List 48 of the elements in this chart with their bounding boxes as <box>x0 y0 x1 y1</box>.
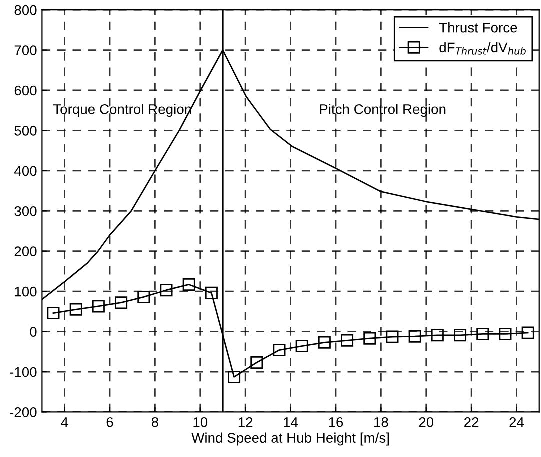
point <box>160 284 173 297</box>
point <box>182 278 196 291</box>
x-tick-label: 8 <box>152 417 158 428</box>
point <box>47 307 60 320</box>
point <box>205 286 218 300</box>
point <box>318 336 331 349</box>
x-tick-label: 6 <box>106 417 114 428</box>
legend-label: Thrust Force <box>439 22 518 33</box>
point <box>273 344 286 357</box>
x-tick-label: 10 <box>194 417 208 428</box>
point <box>364 332 376 345</box>
y-tick-label: 300 <box>14 206 37 216</box>
point <box>408 330 422 343</box>
y-tick-label: 200 <box>14 246 37 257</box>
point <box>431 329 444 342</box>
legend-label: dF$_{Thrust}$/dV$_{hub}$ <box>440 42 526 55</box>
point <box>522 326 534 340</box>
x-tick-label: 16 <box>329 417 344 428</box>
point <box>296 340 308 353</box>
y-tick-label: 500 <box>14 126 37 136</box>
x-tick-label: 22 <box>464 417 479 428</box>
point <box>386 330 399 344</box>
x-tick-label: 18 <box>374 417 388 428</box>
point <box>250 356 264 369</box>
x-tick-label: 4 <box>61 418 68 428</box>
y-tick-label: -200 <box>10 408 37 418</box>
x-tick-label: 14 <box>284 418 298 428</box>
y-tick-label: 600 <box>14 86 37 96</box>
annotation: Pitch Control Region <box>320 104 446 118</box>
point <box>341 334 354 347</box>
y-tick-label: 0 <box>30 327 37 337</box>
y-tick-label: 400 <box>14 166 37 176</box>
point <box>92 300 105 313</box>
y-tick-label: 100 <box>15 286 37 297</box>
point <box>228 370 241 384</box>
x-tick-label: 12 <box>238 417 253 428</box>
point <box>70 303 82 316</box>
x-axis-title: Wind Speed at Hub Height [m/s] <box>192 432 389 446</box>
x-tick-label: 20 <box>419 417 434 428</box>
point <box>476 328 490 340</box>
x-tick-label: 24 <box>510 417 524 428</box>
y-tick-label: 700 <box>14 46 37 56</box>
point <box>138 290 150 304</box>
y-tick-label: -100 <box>10 367 37 378</box>
point <box>454 329 467 342</box>
point <box>115 296 128 310</box>
y-tick-label: 800 <box>14 5 37 16</box>
point <box>499 328 512 340</box>
